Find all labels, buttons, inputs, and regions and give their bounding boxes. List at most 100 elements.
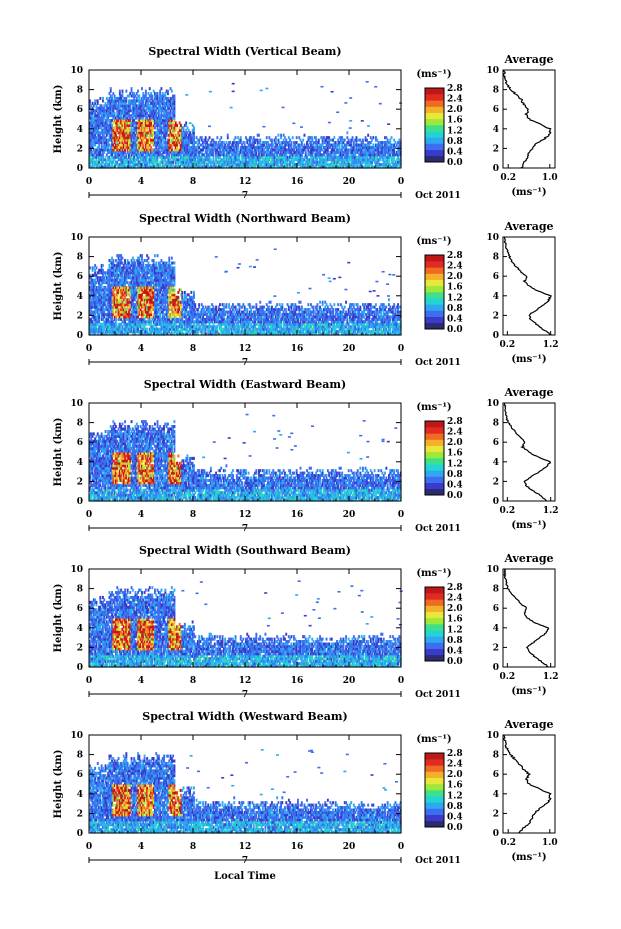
heatmap-cell (134, 310, 137, 314)
heatmap-cell (104, 123, 107, 127)
heatmap-cell (277, 145, 280, 149)
heatmap-cell (345, 158, 347, 162)
heatmap-cell (259, 138, 262, 142)
x-tick-label: 20 (343, 177, 356, 187)
heatmap-cell (315, 163, 318, 167)
heatmap-cell (151, 106, 154, 110)
heatmap-cell (137, 273, 139, 277)
heatmap-cell (98, 106, 100, 110)
heatmap-cell (144, 148, 147, 152)
heatmap-cell (124, 96, 126, 100)
heatmap-cell (90, 310, 93, 314)
heatmap-cell (271, 138, 273, 142)
heatmap-cell (215, 153, 217, 157)
heatmap-cell (122, 133, 125, 137)
heatmap-cell (124, 136, 126, 140)
heatmap-cell (144, 101, 147, 105)
heatmap-cell (95, 273, 98, 277)
heatmap-cell (99, 119, 102, 123)
heatmap-cell (98, 150, 100, 154)
heatmap-cell (308, 163, 311, 167)
heatmap-cell (139, 288, 142, 292)
heatmap-cell (99, 153, 102, 157)
heatmap-cell (151, 300, 154, 304)
heatmap-cell (148, 263, 151, 267)
heatmap-cell (100, 322, 103, 326)
heatmap-cell (307, 153, 310, 157)
heatmap-cell (118, 290, 121, 294)
heatmap-cell (135, 148, 138, 152)
heatmap-cell (135, 278, 138, 282)
heatmap-cell (238, 150, 241, 154)
heatmap-cell (138, 109, 141, 113)
heatmap-cell (226, 158, 229, 162)
heatmap-cell (204, 150, 207, 154)
heatmap-cell (143, 322, 146, 326)
heatmap-cell (284, 148, 286, 152)
heatmap-cell (159, 101, 162, 105)
heatmap-cell (228, 145, 230, 149)
heatmap-cell (96, 145, 99, 149)
heatmap-cell (100, 121, 103, 125)
heatmap-cell (386, 155, 389, 159)
heatmap-cell (156, 298, 159, 302)
heatmap-cell (209, 165, 212, 169)
heatmap-cell (298, 158, 301, 162)
heatmap-cell (230, 155, 233, 159)
heatmap-cell (161, 153, 164, 157)
heatmap-cell (144, 303, 147, 307)
heatmap-cell (355, 158, 358, 162)
heatmap-cell (155, 310, 158, 314)
heatmap-cell (143, 119, 146, 123)
heatmap-cell (220, 160, 223, 164)
heatmap-cell (118, 153, 121, 157)
heatmap-cell (338, 165, 341, 169)
heatmap-cell (104, 325, 107, 329)
heatmap-cell (167, 109, 169, 113)
heatmap-cell (96, 121, 99, 125)
heatmap-cell (152, 286, 155, 290)
heatmap-cell (96, 133, 99, 137)
heatmap-cell (251, 141, 254, 145)
heatmap-cell (325, 141, 328, 145)
heatmap-cell (177, 155, 180, 159)
heatmap-cell (204, 148, 207, 152)
heatmap-cell (117, 259, 120, 263)
heatmap-cell (147, 256, 150, 260)
heatmap-cell (117, 136, 120, 140)
heatmap-cell (103, 322, 106, 326)
heatmap-cell (268, 158, 271, 162)
heatmap-cell (120, 119, 123, 123)
heatmap-cell (152, 143, 155, 147)
heatmap-cell (147, 305, 150, 309)
heatmap-cell (334, 158, 337, 162)
heatmap-cell (143, 271, 146, 275)
heatmap-cell (328, 165, 331, 169)
heatmap-cell (371, 160, 373, 164)
heatmap-cell (150, 320, 152, 324)
heatmap-cell (122, 288, 125, 292)
heatmap-cell (181, 150, 184, 154)
heatmap-cell (150, 278, 152, 282)
heatmap-cell (152, 283, 155, 287)
heatmap-cell (155, 266, 158, 270)
heatmap-cell (151, 99, 154, 103)
heatmap-cell (356, 150, 359, 154)
heatmap-cell (105, 111, 108, 115)
heatmap-cell (122, 138, 125, 142)
heatmap-cell (144, 155, 147, 159)
heatmap-cell (98, 141, 100, 145)
heatmap-cell (207, 145, 210, 149)
heatmap-cell (137, 308, 139, 312)
heatmap-cell (107, 109, 110, 113)
heatmap-cell (112, 278, 115, 282)
heatmap-cell (135, 109, 138, 113)
heatmap-cell (133, 317, 136, 321)
heatmap-cell (143, 320, 146, 324)
heatmap-cell (242, 141, 245, 145)
heatmap-cell (356, 160, 359, 164)
heatmap-cell (268, 145, 271, 149)
heatmap-cell (147, 322, 150, 326)
heatmap-cell (164, 136, 167, 140)
heatmap-cell (91, 327, 94, 331)
